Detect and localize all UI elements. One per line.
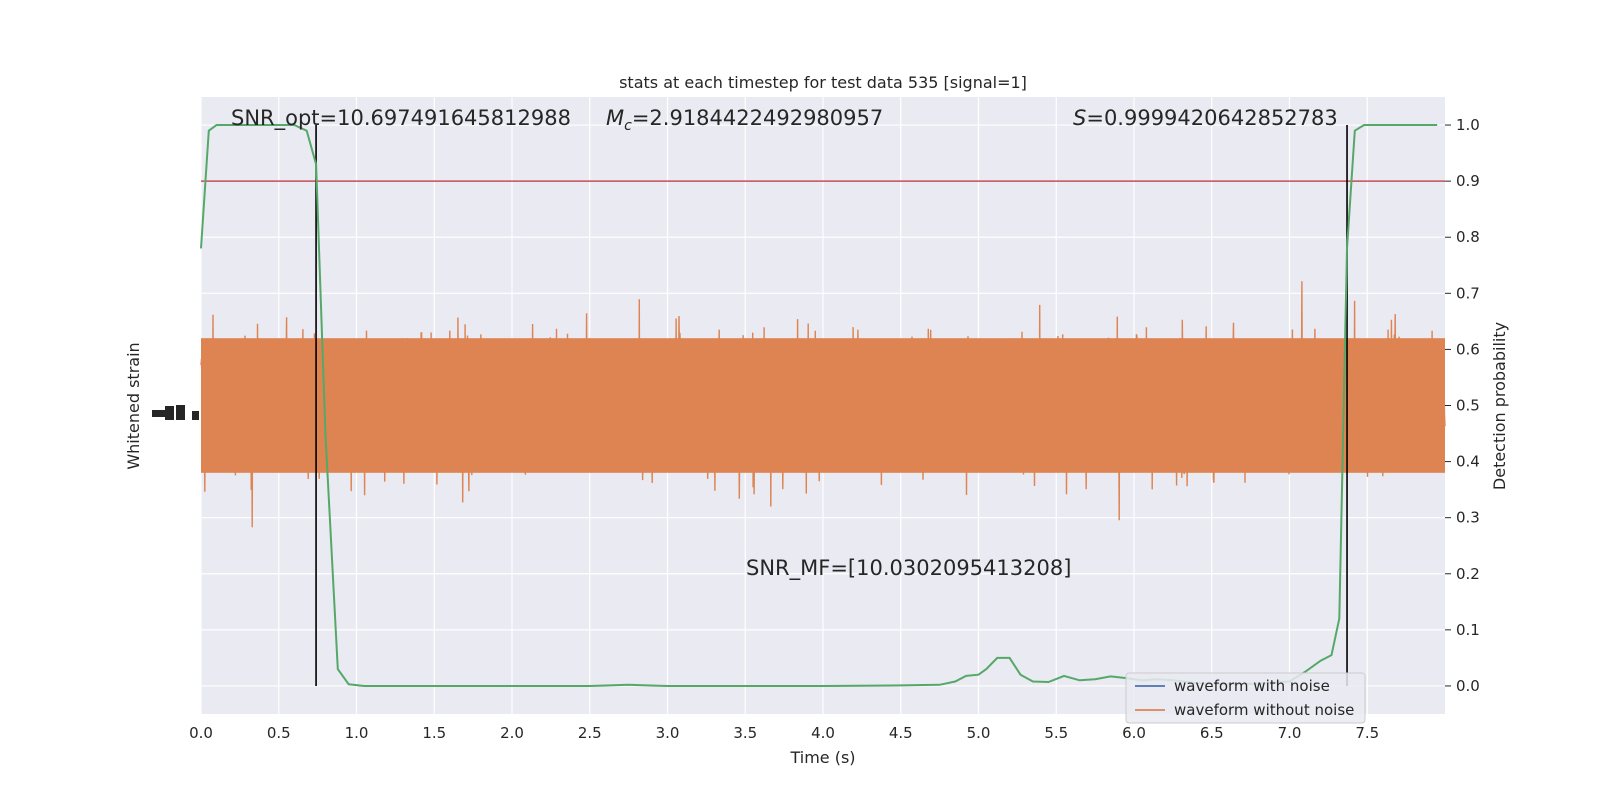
x-tick-label-5: 2.5 — [578, 724, 602, 742]
chart-title: stats at each timestep for test data 535… — [619, 73, 1027, 92]
y-tick-label-9: 0.9 — [1456, 172, 1480, 190]
noise-waveform — [200, 281, 1446, 528]
x-tick-label-10: 5.0 — [967, 724, 991, 742]
y-tick-label-4: 0.4 — [1456, 453, 1480, 471]
chirp-mass-subscript: c — [624, 118, 632, 134]
y-tick-label-5: 0.5 — [1456, 397, 1480, 415]
y-tick-label-10: 1.0 — [1456, 116, 1480, 134]
x-tick-label-14: 7.0 — [1278, 724, 1302, 742]
y-tick-label-1: 0.1 — [1456, 621, 1480, 639]
x-tick-label-0: 0.0 — [189, 724, 213, 742]
x-tick-label-12: 6.0 — [1122, 724, 1146, 742]
y-ticks-right: 0.0 0.1 0.2 0.3 0.4 0.5 0.6 0.7 0.8 0.9 1.0 — [1445, 116, 1480, 695]
snr-mf-annotation: SNR_MF=[10.0302095413208] — [746, 556, 1071, 581]
chirp-mass-symbol: M — [606, 106, 624, 130]
detection-probability-line — [200, 124, 1438, 687]
x-tick-label-8: 4.0 — [811, 724, 835, 742]
score-annotation: S=0.9999420642852783 — [1073, 106, 1338, 130]
chirp-mass-value: =2.9184422492980957 — [632, 106, 883, 130]
left-axis-ticks — [152, 405, 199, 420]
x-tick-label-2: 1.0 — [345, 724, 369, 742]
x-tick-label-6: 3.0 — [656, 724, 680, 742]
y-tick-label-0: 0.0 — [1456, 677, 1480, 695]
x-tick-label-9: 4.5 — [889, 724, 913, 742]
score-symbol: S — [1073, 106, 1086, 130]
x-tick-label-4: 2.0 — [500, 724, 524, 742]
x-ticks: 0.0 0.5 1.0 1.5 2.0 2.5 3.0 3.5 4.0 4.5 5.0 5.5 6.0 6… — [189, 724, 1379, 742]
y-tick-label-3: 0.3 — [1456, 509, 1480, 527]
y-tick-label-8: 0.8 — [1456, 228, 1480, 246]
y-tick-label-7: 0.7 — [1456, 284, 1480, 302]
legend-label-without-noise: waveform without noise — [1174, 701, 1354, 719]
legend-label-with-noise: waveform with noise — [1174, 677, 1330, 695]
x-axis-label: Time (s) — [789, 748, 855, 767]
noise-band — [201, 338, 1445, 473]
x-tick-label-3: 1.5 — [422, 724, 446, 742]
legend: waveform with noise waveform without noi… — [1125, 672, 1366, 724]
x-tick-label-7: 3.5 — [733, 724, 757, 742]
legend-box — [1125, 672, 1366, 724]
snr-opt-annotation: SNR_opt=10.697491645812988 — [231, 106, 571, 131]
x-tick-label-13: 6.5 — [1200, 724, 1224, 742]
score-value: =0.9999420642852783 — [1086, 106, 1337, 130]
x-tick-label-15: 7.5 — [1355, 724, 1379, 742]
x-tick-label-1: 0.5 — [267, 724, 291, 742]
x-tick-label-11: 5.5 — [1044, 724, 1068, 742]
y-axis-label-right: Detection probability — [1490, 322, 1509, 490]
event-markers — [315, 125, 1348, 686]
chirp-mass-annotation: Mc=2.9184422492980957 — [606, 106, 883, 134]
y-tick-label-6: 0.6 — [1456, 340, 1480, 358]
y-tick-label-2: 0.2 — [1456, 565, 1480, 583]
y-axis-label-left: Whitened strain — [124, 342, 143, 469]
